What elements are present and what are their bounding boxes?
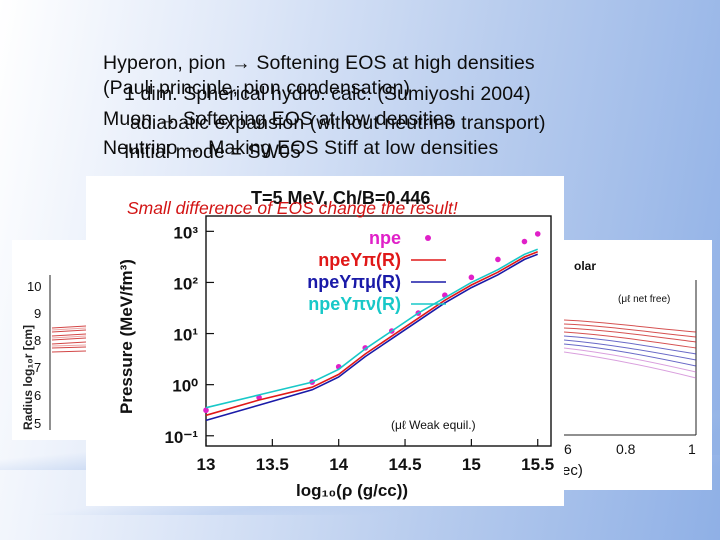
y-tick-label: 10³	[173, 223, 198, 242]
y-tick-label: 10¹	[173, 326, 198, 345]
x-tick-label: 15	[462, 455, 481, 474]
series-line	[205, 251, 538, 417]
x-tick-label: 15.5	[521, 455, 554, 474]
text-line-neutrino: Neutrino → Making EOS Stiff at low densi…	[103, 137, 499, 159]
npe-point	[203, 407, 209, 414]
ye-panel-note: (μℓ net free)	[618, 294, 670, 305]
x-axis-label: log₁₀(ρ (g/cc))	[296, 481, 408, 500]
pressure-chart: T=5 MeV, Ch/B=0.446 Pressure (MeV/fm³) l…	[117, 188, 554, 500]
legend-label: npeYπ(R)	[318, 250, 401, 270]
x-tick-label: 14	[329, 455, 348, 474]
radius-tick: 10	[27, 279, 41, 294]
x-tick-label: 13	[197, 455, 216, 474]
ye-xtick: 0.8	[616, 441, 636, 457]
chart-title: T=5 MeV, Ch/B=0.446	[251, 188, 430, 208]
ye-panel: olar (μℓ net free) 6 0.8 1 ec)	[548, 240, 712, 490]
npe-point	[468, 274, 475, 281]
text-line-adiabatic: adiabatic expansion (without neutrino tr…	[130, 112, 546, 134]
text-line-pauli: (Pauli principle, pion condensation)	[103, 77, 411, 99]
radius-chart: Radius log₁₀r [cm] 10 9 8 7 6 5	[21, 275, 87, 431]
result-note: Small difference of EOS change the resul…	[127, 198, 458, 218]
ye-chart: olar (μℓ net free) 6 0.8 1 ec)	[562, 259, 697, 479]
ye-xtick: 6	[564, 441, 572, 457]
legend-label: npeYπμ(R)	[307, 272, 401, 292]
legend-label: npeYπν(R)	[308, 294, 401, 314]
text-line-hyperon: Hyperon, pion → Softening EOS at high de…	[103, 52, 535, 74]
text-line-muon: Muon → Softening EOS at low densities	[103, 108, 454, 130]
radius-tick: 5	[34, 416, 41, 431]
npe-point	[495, 256, 501, 263]
y-tick-label: 10⁻¹	[164, 428, 198, 447]
x-tick-label: 13.5	[256, 455, 289, 474]
npe-point	[534, 231, 541, 237]
radius-tick: 7	[34, 360, 41, 375]
radius-panel: Radius log₁₀r [cm] 10 9 8 7 6 5	[12, 240, 87, 440]
ye-xlabel: ec)	[562, 462, 583, 479]
y-tick-label: 10²	[173, 274, 198, 293]
radius-tick: 8	[34, 333, 41, 348]
series-line	[205, 253, 538, 422]
ye-panel-title: olar	[574, 259, 596, 273]
radius-tick: 9	[34, 306, 41, 321]
radius-tick: 6	[34, 388, 41, 403]
legend-marker	[425, 235, 431, 241]
radius-axis-label: Radius log₁₀r [cm]	[21, 325, 35, 430]
text-line-hydro: 1 dim. Spherical hydro. calc. (Sumiyoshi…	[124, 83, 531, 105]
chart-annotation: (μℓ Weak equil.)	[391, 418, 476, 432]
legend-label: npe	[369, 228, 401, 248]
slide-text: Hyperon, pion → Softening EOS at high de…	[0, 0, 720, 175]
npe-point	[521, 238, 528, 245]
x-tick-label: 14.5	[388, 455, 421, 474]
series-line	[205, 248, 538, 409]
plot-frame	[205, 215, 552, 447]
text-line-initial: Initial mode = SW05	[124, 141, 301, 163]
y-tick-label: 10⁰	[172, 377, 198, 396]
ye-xtick: 1	[688, 441, 696, 457]
pressure-panel: T=5 MeV, Ch/B=0.446 Pressure (MeV/fm³) l…	[86, 176, 564, 506]
y-axis-label: Pressure (MeV/fm³)	[117, 259, 136, 414]
